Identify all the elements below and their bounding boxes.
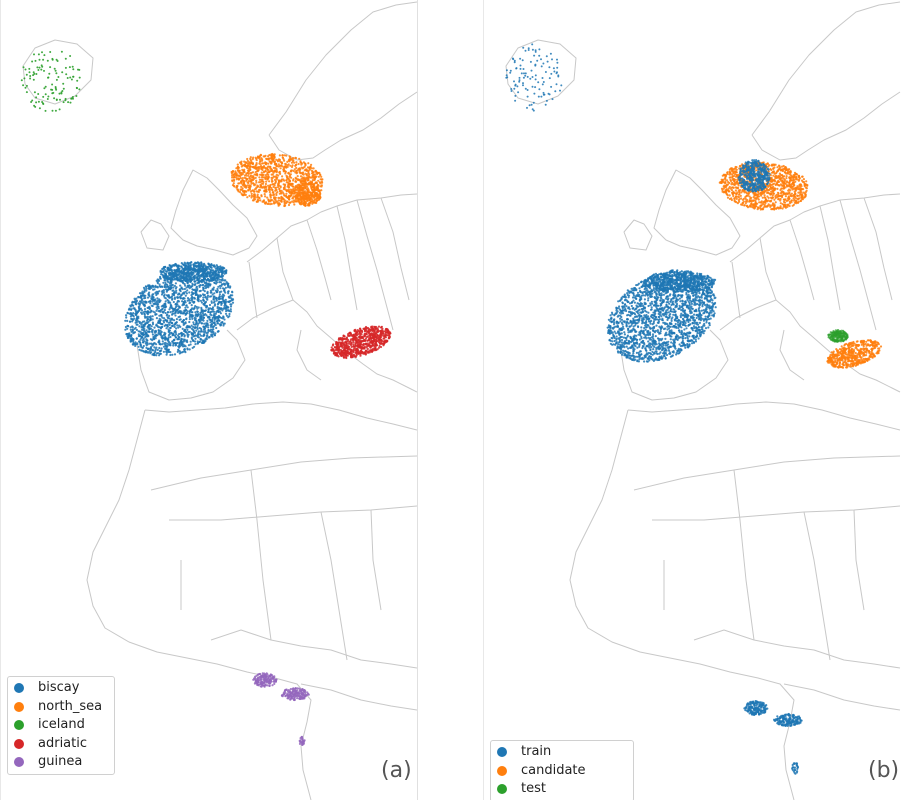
map-canvas-b bbox=[505, 1, 901, 800]
legend-label: biscay bbox=[38, 680, 80, 695]
legend-item-train: train bbox=[497, 743, 625, 762]
coastline-iberia bbox=[136, 329, 246, 401]
legend-item-candidate: candidate bbox=[497, 762, 625, 781]
border-iceland bbox=[22, 39, 94, 105]
border-gulf-1 bbox=[210, 629, 417, 669]
cluster-biscay bbox=[124, 267, 235, 357]
legend-swatch bbox=[497, 747, 507, 758]
coastline-iberia bbox=[619, 329, 729, 401]
border-sahara-1 bbox=[150, 455, 417, 491]
legend-swatch bbox=[14, 701, 24, 712]
border-gulf-2 bbox=[300, 683, 417, 711]
coastline-britain bbox=[140, 169, 258, 256]
cluster-candidate-adriatic bbox=[826, 339, 883, 369]
legend-label: iceland bbox=[38, 717, 85, 732]
cluster-guinea-south bbox=[298, 735, 306, 747]
legend-swatch bbox=[14, 683, 24, 694]
border-iceland bbox=[505, 39, 577, 105]
cluster-biscay-north bbox=[159, 261, 228, 283]
cluster-adriatic bbox=[330, 325, 392, 360]
legend-swatch bbox=[14, 720, 24, 731]
panel-label-b: (b) bbox=[868, 758, 900, 783]
coastline-mediterranean bbox=[719, 299, 901, 393]
border-sahara-1 bbox=[633, 455, 901, 491]
border-gulf-1 bbox=[693, 629, 901, 669]
coastline-north-africa bbox=[144, 401, 417, 431]
cluster-train-biscay-north bbox=[643, 271, 717, 293]
legend-item-test: test bbox=[497, 780, 625, 799]
border-gulf-2 bbox=[783, 683, 901, 711]
coastline-scandinavia bbox=[751, 1, 901, 161]
legend-item-adriatic: adriatic bbox=[14, 735, 106, 754]
legend-b: train candidate test bbox=[490, 740, 634, 800]
cluster-train-north-sea bbox=[737, 159, 771, 193]
coastline-scandinavia bbox=[268, 1, 417, 161]
legend-swatch bbox=[14, 738, 24, 749]
cluster-train-iceland bbox=[505, 43, 563, 112]
legend-label: guinea bbox=[38, 754, 83, 769]
border-sahara-2 bbox=[169, 505, 417, 521]
cluster-train-guinea-east bbox=[773, 712, 803, 728]
coastline-mediterranean bbox=[236, 299, 417, 393]
border-sahara-3 bbox=[663, 469, 865, 661]
cluster-iceland bbox=[20, 50, 81, 112]
border-europe-inner bbox=[731, 197, 893, 331]
map-panel-a: biscay north_sea iceland adriatic guinea… bbox=[0, 0, 418, 800]
legend-label: train bbox=[521, 744, 552, 759]
border-europe-inner bbox=[248, 197, 410, 331]
border-sahara-3 bbox=[180, 469, 382, 661]
cluster-guinea-west bbox=[252, 672, 278, 688]
panel-label-a: (a) bbox=[381, 758, 412, 783]
cluster-guinea-east bbox=[280, 687, 310, 702]
cluster-train-guinea-south bbox=[791, 762, 799, 775]
map-canvas-a bbox=[20, 1, 417, 800]
border-sahara-2 bbox=[652, 505, 901, 521]
cluster-test-adriatic bbox=[827, 329, 849, 343]
coastline-west-africa bbox=[86, 409, 312, 800]
coastline-europe-north bbox=[246, 193, 417, 263]
legend-item-north-sea: north_sea bbox=[14, 698, 106, 717]
legend-a: biscay north_sea iceland adriatic guinea bbox=[7, 676, 115, 775]
legend-swatch bbox=[497, 784, 507, 795]
cluster-train-guinea-west bbox=[743, 700, 769, 717]
legend-item-guinea: guinea bbox=[14, 753, 106, 772]
legend-swatch bbox=[497, 765, 507, 776]
coastline-north-africa bbox=[627, 401, 901, 431]
coastline-europe-north bbox=[729, 193, 901, 263]
legend-item-iceland: iceland bbox=[14, 716, 106, 735]
legend-item-biscay: biscay bbox=[14, 679, 106, 698]
legend-label: adriatic bbox=[38, 735, 87, 751]
legend-swatch bbox=[14, 757, 24, 768]
legend-label: north_sea bbox=[38, 698, 103, 714]
cluster-north-sea-skagerrak bbox=[292, 181, 322, 207]
map-panel-b: train candidate test (b) bbox=[483, 0, 915, 800]
legend-label: test bbox=[521, 781, 546, 796]
coastline-britain bbox=[623, 169, 741, 256]
legend-label: candidate bbox=[521, 762, 586, 778]
